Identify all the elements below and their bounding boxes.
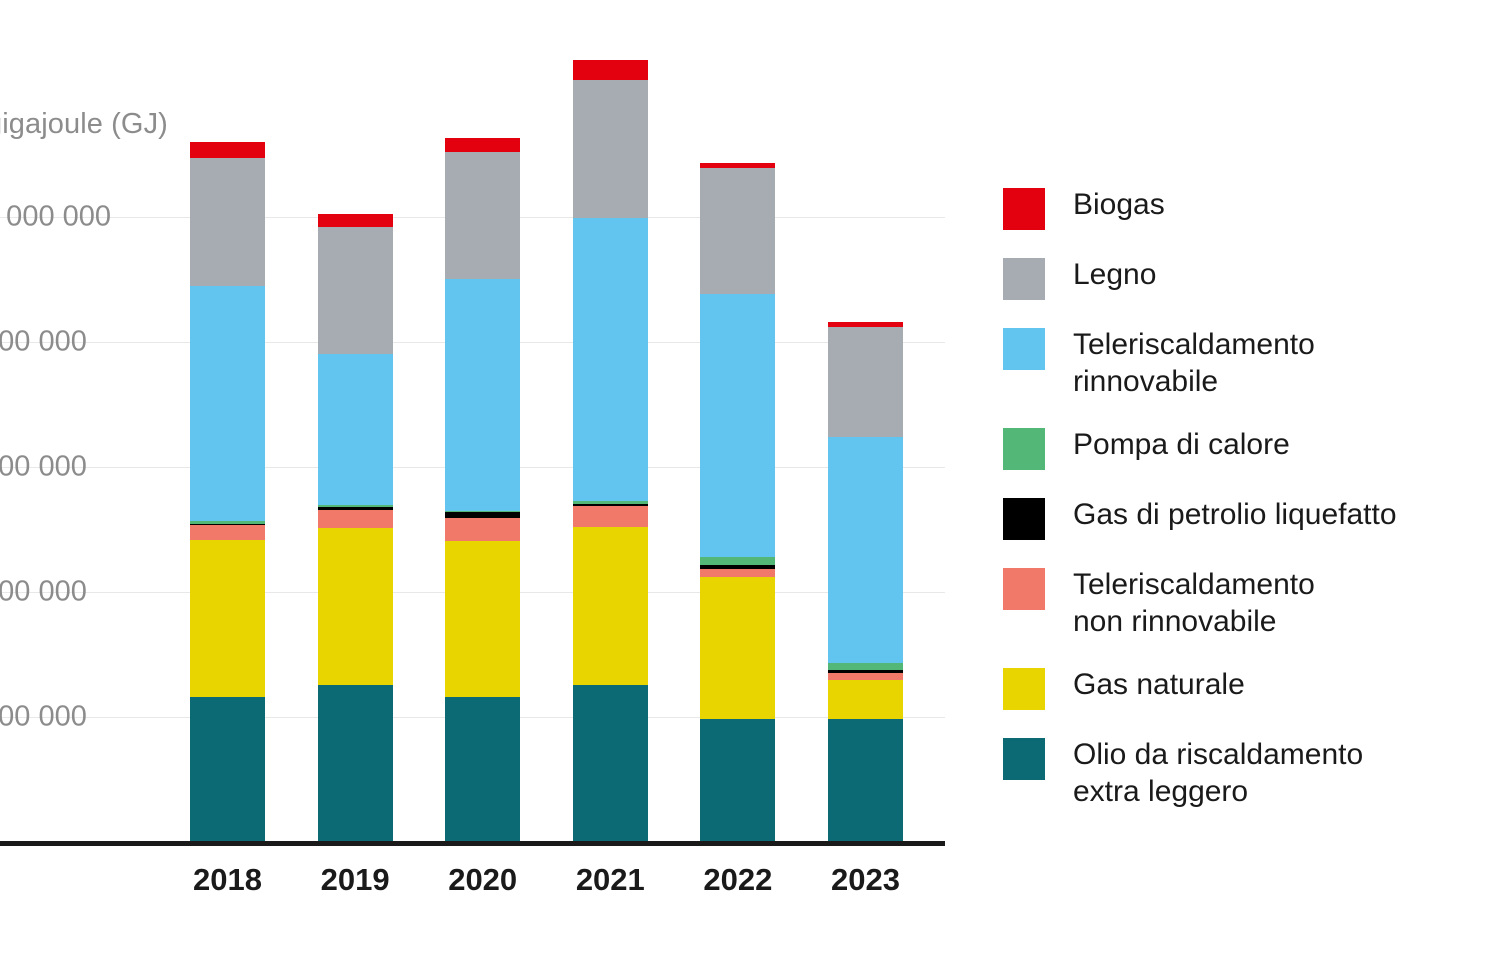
bar-segment[interactable] <box>828 327 903 437</box>
legend-item[interactable]: Biogas <box>1003 186 1498 230</box>
x-axis-label-2019: 2019 <box>320 862 390 897</box>
bar-segment[interactable] <box>190 157 265 286</box>
legend-item[interactable]: Olio da riscaldamento extra leggero <box>1003 736 1498 810</box>
y-axis-tick-label: 1 000 000 <box>0 200 112 233</box>
x-axis-line <box>0 841 945 846</box>
bar-segment[interactable] <box>445 541 521 698</box>
x-axis-label-2021: 2021 <box>575 862 645 897</box>
bar-segment[interactable] <box>190 521 265 524</box>
bar-segment[interactable] <box>700 576 776 719</box>
bar-segment[interactable] <box>828 321 903 328</box>
bar-segment[interactable] <box>572 501 648 505</box>
bar-segment[interactable] <box>572 217 648 502</box>
bar-segment[interactable] <box>828 436 903 664</box>
legend-swatch-icon <box>1003 668 1045 711</box>
legend-item[interactable]: Gas di petrolio liquefatto <box>1003 496 1498 541</box>
bar-segment[interactable] <box>190 141 265 158</box>
bar-segment[interactable] <box>317 214 393 227</box>
legend-item[interactable]: Gas naturale <box>1003 666 1498 711</box>
bar-segment[interactable] <box>700 569 776 577</box>
legend-item[interactable]: Teleriscaldamento rinnovabile <box>1003 326 1498 400</box>
legend-swatch-icon <box>1003 328 1045 370</box>
legend-label: Gas di petrolio liquefatto <box>1073 498 1397 532</box>
bar-segment[interactable] <box>317 226 393 354</box>
bar-2020[interactable] <box>445 138 521 842</box>
bar-2023[interactable] <box>828 321 903 842</box>
bar-segment[interactable] <box>445 517 521 541</box>
y-axis-tick-label: 400 000 <box>0 575 87 608</box>
bar-segment[interactable] <box>828 663 903 671</box>
x-axis-label-2023: 2023 <box>831 862 900 897</box>
legend-swatch-icon <box>1003 188 1045 230</box>
bar-segment[interactable] <box>700 294 776 557</box>
bar-segment[interactable] <box>700 718 776 842</box>
bar-2019[interactable] <box>317 214 393 842</box>
plot-area: 200 000 400 000 600 000 800 000 1 000 000 <box>0 59 945 846</box>
bar-segment[interactable] <box>828 718 903 842</box>
bar-segment[interactable] <box>828 673 903 681</box>
bar-segment[interactable] <box>572 80 648 218</box>
legend-swatch-icon <box>1003 568 1045 611</box>
bar-segment[interactable] <box>572 506 648 528</box>
bar-segment[interactable] <box>445 512 521 518</box>
legend-label: Legno <box>1073 258 1157 291</box>
bar-segment[interactable] <box>828 680 903 719</box>
legend-label: Gas naturale <box>1073 668 1245 702</box>
bar-2022[interactable] <box>700 162 776 842</box>
bar-segment[interactable] <box>317 684 393 842</box>
bar-segment[interactable] <box>445 138 521 152</box>
bar-segment[interactable] <box>190 539 265 698</box>
legend-label: Pompa di calore <box>1073 428 1290 462</box>
bar-segment[interactable] <box>317 505 393 507</box>
legend-label: Teleriscaldamento rinnovabile <box>1073 328 1315 398</box>
bar-segment[interactable] <box>572 504 648 507</box>
legend-item[interactable]: Legno <box>1003 256 1498 300</box>
bar-segment[interactable] <box>445 511 521 513</box>
bar-segment[interactable] <box>190 523 265 526</box>
bar-segment[interactable] <box>828 670 903 674</box>
y-axis-tick-label: 600 000 <box>0 450 87 483</box>
bar-2018[interactable] <box>190 141 265 842</box>
x-axis-label-2018: 2018 <box>193 862 262 897</box>
bar-segment[interactable] <box>317 509 393 528</box>
legend-label: Teleriscaldamento non rinnovabile <box>1073 568 1315 638</box>
bar-segment[interactable] <box>700 556 776 566</box>
x-axis-label-2022: 2022 <box>703 862 773 897</box>
legend-swatch-icon <box>1003 428 1045 471</box>
bar-segment[interactable] <box>317 506 393 510</box>
legend-swatch-icon <box>1003 738 1045 781</box>
bar-segment[interactable] <box>445 151 521 279</box>
legend-swatch-icon <box>1003 258 1045 300</box>
legend-label: Olio da riscaldamento extra leggero <box>1073 738 1364 808</box>
y-axis-tick-label: 800 000 <box>0 325 87 358</box>
bar-segment[interactable] <box>700 565 776 570</box>
bar-segment[interactable] <box>700 162 776 169</box>
bar-segment[interactable] <box>572 527 648 686</box>
y-axis-title: gigajoule (GJ) <box>0 108 168 140</box>
bar-segment[interactable] <box>190 697 265 842</box>
bar-segment[interactable] <box>190 285 265 522</box>
legend-item[interactable]: Teleriscaldamento non rinnovabile <box>1003 566 1498 640</box>
bar-segment[interactable] <box>572 685 648 842</box>
legend-swatch-icon <box>1003 498 1045 541</box>
bar-segment[interactable] <box>445 697 521 842</box>
bar-segment[interactable] <box>700 168 776 295</box>
bar-2021[interactable] <box>572 59 648 842</box>
legend: Biogas Legno Teleriscaldamento rinnovabile… <box>1003 186 1498 837</box>
bar-segment[interactable] <box>317 353 393 506</box>
bar-segment[interactable] <box>317 527 393 685</box>
bar-segment[interactable] <box>190 525 265 540</box>
bar-segment[interactable] <box>572 59 648 81</box>
legend-label: Biogas <box>1073 188 1165 221</box>
legend-item[interactable]: Pompa di calore <box>1003 426 1498 471</box>
y-axis-tick-label: 200 000 <box>0 700 87 733</box>
bar-segment[interactable] <box>445 278 521 512</box>
x-axis-label-2020: 2020 <box>448 862 518 897</box>
